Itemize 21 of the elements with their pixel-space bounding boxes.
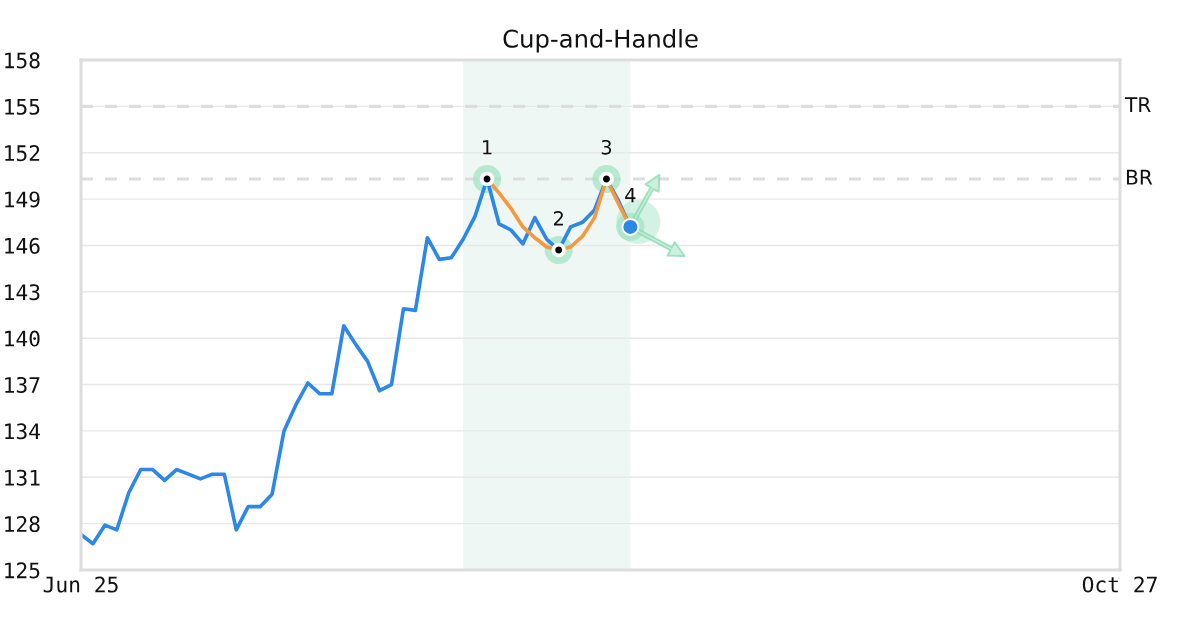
y-tick-label: 125	[5, 562, 40, 579]
y-tick-label: 155	[5, 99, 40, 115]
y-tick-label: 158	[5, 52, 40, 69]
annotation: 3	[601, 139, 612, 155]
x-tick-label: Oct 27	[1082, 576, 1157, 593]
y-tick-label: 140	[5, 330, 40, 347]
x-tick-label: Jun 25	[43, 576, 118, 593]
chart-title: Cup-and-Handle	[503, 29, 698, 53]
y-tick-label: 143	[5, 284, 40, 301]
y-tick-label: 137	[5, 376, 40, 393]
annotation: 2	[553, 211, 563, 226]
y-tick-label: 149	[5, 191, 40, 208]
y-tick-label: 131	[5, 469, 40, 486]
y-tick-label: 152	[5, 145, 40, 162]
annotation: 1	[483, 140, 492, 155]
y-tick-label: 146	[5, 237, 40, 254]
y-tick-label: 134	[5, 423, 40, 440]
annotation: 4	[625, 188, 636, 203]
ref-line-label: BR	[1126, 169, 1153, 185]
ref-line-label: TR	[1124, 97, 1151, 112]
y-tick-label: 128	[5, 515, 40, 533]
